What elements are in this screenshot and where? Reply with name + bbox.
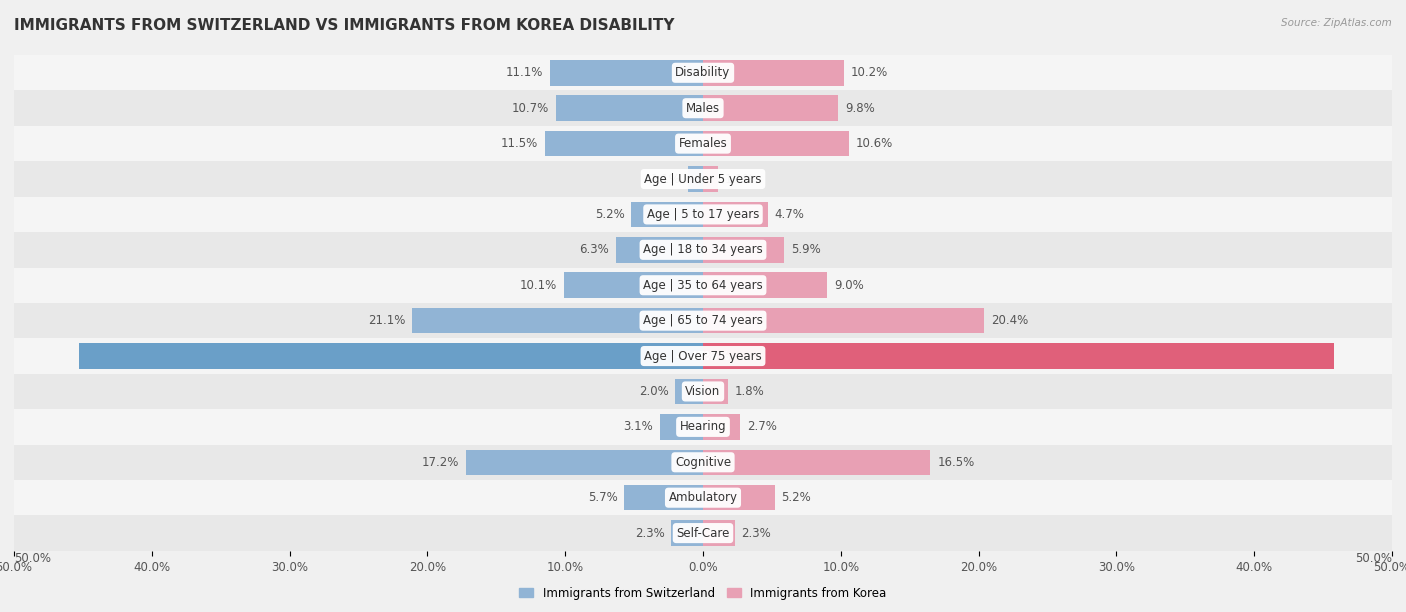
Text: Self-Care: Self-Care [676, 526, 730, 540]
Bar [14, 232, 1392, 267]
Bar [14, 55, 1392, 91]
Bar [14, 162, 1392, 196]
Text: 3.1%: 3.1% [624, 420, 654, 433]
Bar [703, 343, 1334, 369]
Text: 10.6%: 10.6% [856, 137, 893, 150]
Text: 16.5%: 16.5% [938, 456, 974, 469]
Text: 9.8%: 9.8% [845, 102, 875, 114]
Text: 50.0%: 50.0% [14, 551, 51, 564]
Text: 5.2%: 5.2% [782, 491, 811, 504]
Bar [14, 303, 1392, 338]
Bar [703, 272, 827, 298]
Text: 11.5%: 11.5% [501, 137, 537, 150]
Bar [624, 485, 703, 510]
Text: 5.2%: 5.2% [595, 208, 624, 221]
Bar [544, 131, 703, 156]
Bar [631, 202, 703, 227]
Bar [703, 308, 984, 334]
Text: Age | Under 5 years: Age | Under 5 years [644, 173, 762, 185]
Bar [14, 374, 1392, 409]
Bar [616, 237, 703, 263]
Text: Age | 35 to 64 years: Age | 35 to 64 years [643, 278, 763, 292]
Bar [703, 237, 785, 263]
Bar [14, 409, 1392, 444]
Bar [703, 485, 775, 510]
Text: Age | 65 to 74 years: Age | 65 to 74 years [643, 314, 763, 327]
Text: Age | 18 to 34 years: Age | 18 to 34 years [643, 244, 763, 256]
Bar [14, 515, 1392, 551]
Text: 45.8%: 45.8% [676, 349, 717, 362]
Bar [703, 131, 849, 156]
Bar [703, 166, 718, 192]
Text: 4.7%: 4.7% [775, 208, 804, 221]
Bar [703, 520, 735, 546]
Bar [688, 166, 703, 192]
Text: 21.1%: 21.1% [368, 314, 405, 327]
Text: Age | Over 75 years: Age | Over 75 years [644, 349, 762, 362]
Bar [675, 379, 703, 404]
Text: Source: ZipAtlas.com: Source: ZipAtlas.com [1281, 18, 1392, 28]
Bar [79, 343, 703, 369]
Text: 2.3%: 2.3% [634, 526, 665, 540]
Text: Vision: Vision [685, 385, 721, 398]
Text: 2.3%: 2.3% [741, 526, 772, 540]
Text: 6.3%: 6.3% [579, 244, 609, 256]
Bar [703, 379, 728, 404]
Text: 2.0%: 2.0% [638, 385, 669, 398]
Text: Hearing: Hearing [679, 420, 727, 433]
Bar [14, 196, 1392, 232]
Text: 17.2%: 17.2% [422, 456, 460, 469]
Bar [465, 450, 703, 475]
Bar [703, 414, 740, 439]
Text: Age | 5 to 17 years: Age | 5 to 17 years [647, 208, 759, 221]
Text: 1.8%: 1.8% [735, 385, 765, 398]
Text: IMMIGRANTS FROM SWITZERLAND VS IMMIGRANTS FROM KOREA DISABILITY: IMMIGRANTS FROM SWITZERLAND VS IMMIGRANT… [14, 18, 675, 34]
Bar [14, 91, 1392, 126]
Bar [555, 95, 703, 121]
Bar [14, 480, 1392, 515]
Text: 1.1%: 1.1% [651, 173, 681, 185]
Text: 11.1%: 11.1% [506, 66, 543, 80]
Bar [703, 202, 768, 227]
Bar [703, 95, 838, 121]
Text: 45.3%: 45.3% [689, 349, 730, 362]
Text: 9.0%: 9.0% [834, 278, 863, 292]
Bar [703, 450, 931, 475]
Bar [671, 520, 703, 546]
Text: 5.9%: 5.9% [792, 244, 821, 256]
Text: 10.7%: 10.7% [512, 102, 548, 114]
Text: Disability: Disability [675, 66, 731, 80]
Text: Females: Females [679, 137, 727, 150]
Bar [550, 60, 703, 86]
Text: Cognitive: Cognitive [675, 456, 731, 469]
Bar [412, 308, 703, 334]
Text: 10.2%: 10.2% [851, 66, 887, 80]
Text: 10.1%: 10.1% [520, 278, 557, 292]
Bar [564, 272, 703, 298]
Text: Ambulatory: Ambulatory [668, 491, 738, 504]
Text: 20.4%: 20.4% [991, 314, 1028, 327]
Text: Males: Males [686, 102, 720, 114]
Bar [14, 444, 1392, 480]
Bar [14, 267, 1392, 303]
Text: 2.7%: 2.7% [747, 420, 778, 433]
Text: 5.7%: 5.7% [588, 491, 617, 504]
Bar [661, 414, 703, 439]
Bar [703, 60, 844, 86]
Legend: Immigrants from Switzerland, Immigrants from Korea: Immigrants from Switzerland, Immigrants … [515, 582, 891, 605]
Text: 50.0%: 50.0% [1355, 551, 1392, 564]
Bar [14, 338, 1392, 374]
Bar [14, 126, 1392, 162]
Text: 1.1%: 1.1% [725, 173, 755, 185]
